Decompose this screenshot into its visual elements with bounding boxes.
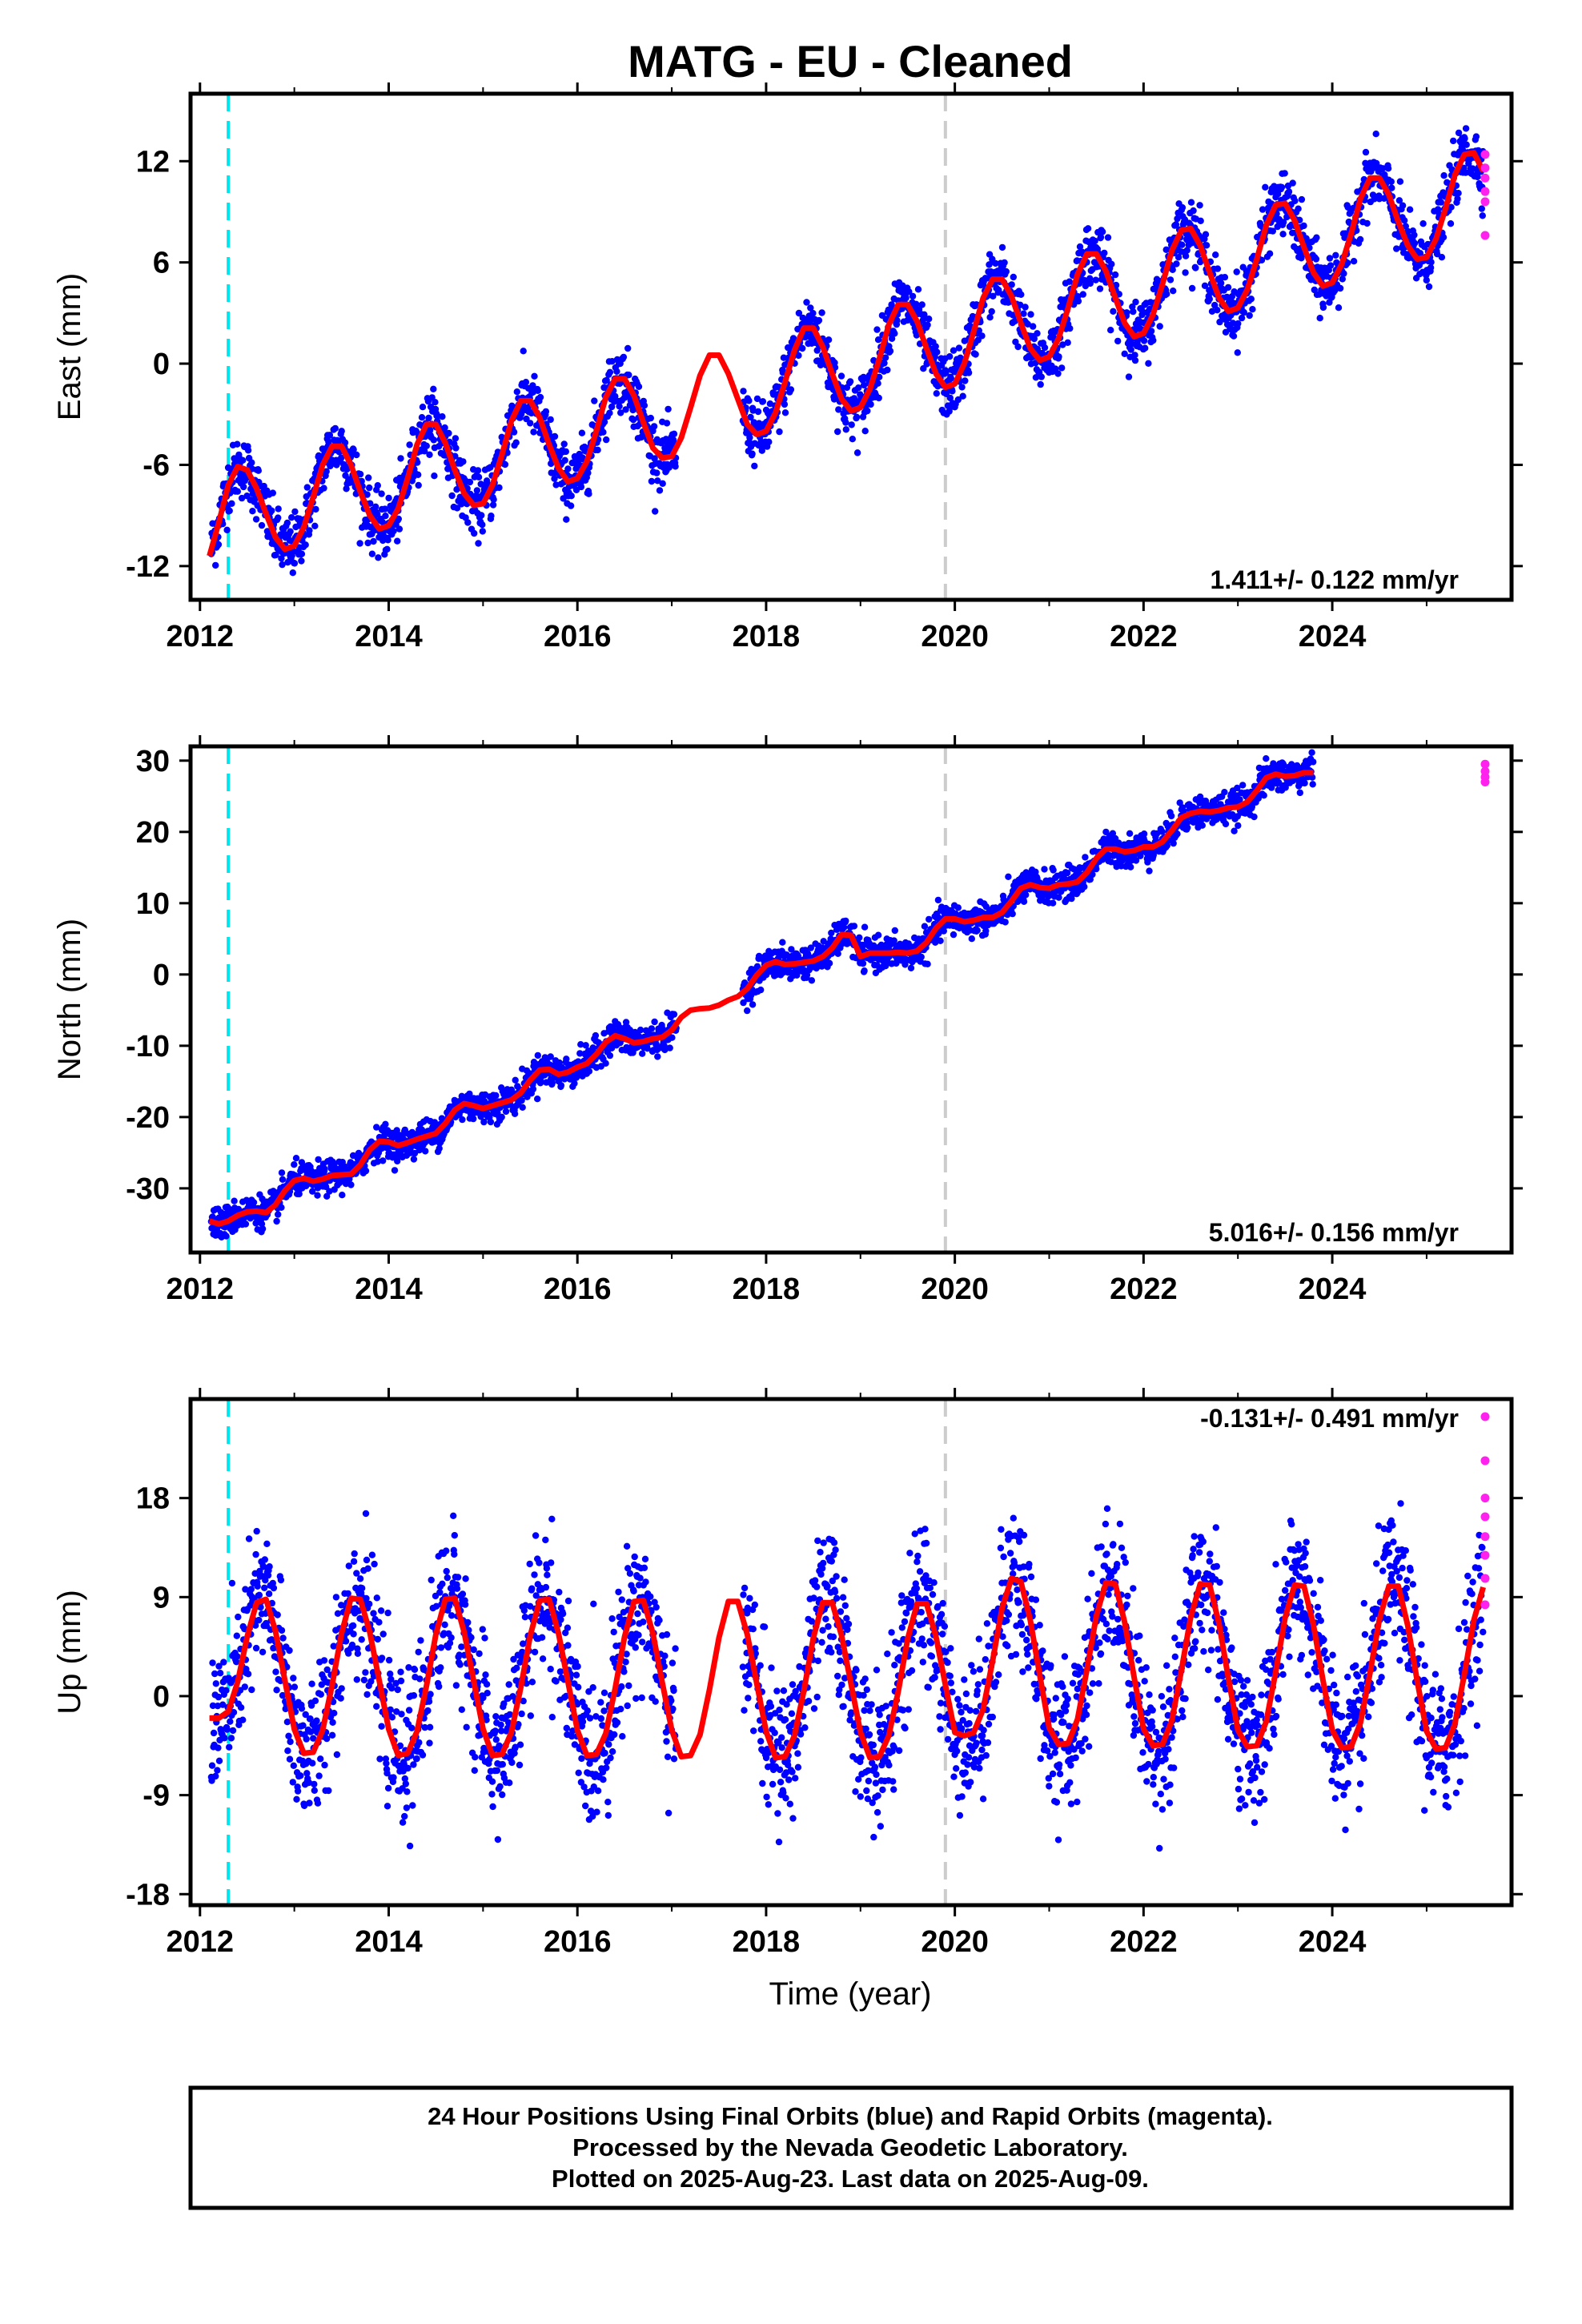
north-y-axis-label: North (mm): [52, 919, 87, 1080]
east-x-tick-label: 2016: [544, 620, 612, 653]
north-y-tick-label: 20: [136, 816, 170, 850]
north-x-tick-label: 2020: [921, 1273, 989, 1306]
north-x-tick-label: 2018: [733, 1273, 801, 1306]
up-rapid-orbit-point: [1480, 1550, 1490, 1560]
up-x-tick-label: 2016: [544, 1925, 612, 1959]
north-plot-frame: [188, 744, 1514, 1255]
east-x-tick-label: 2014: [355, 620, 423, 653]
east-y-tick-label: 6: [153, 247, 170, 280]
time-axis-label: Time (year): [769, 1976, 932, 2012]
north-rapid-orbit-point: [1480, 778, 1490, 787]
north-y-tick-label: 30: [136, 745, 170, 778]
up-y-tick-label: 9: [153, 1581, 170, 1614]
east-rapid-orbit-point: [1480, 150, 1490, 159]
north-y-tick-label: -20: [126, 1101, 170, 1135]
figure-title: MATG - EU - Cleaned: [628, 36, 1073, 86]
east-y-tick-label: -6: [143, 448, 170, 482]
up-panel: 2012 2014 2016 2018 2020 2022 2024 -18 -9 0 9 18 Up…: [52, 1388, 1523, 2012]
up-model-line: [209, 1575, 1486, 1761]
east-rapid-orbit-point: [1480, 231, 1490, 240]
up-x-tick-label: 2012: [167, 1925, 235, 1959]
east-x-tick-label: 2024: [1299, 620, 1367, 653]
up-rapid-orbit-point: [1480, 1494, 1490, 1503]
up-y-tick-label: 18: [136, 1482, 170, 1516]
north-x-tick-label: 2024: [1299, 1273, 1367, 1306]
up-rate-label: -0.131+/- 0.491 mm/yr: [1200, 1404, 1459, 1433]
up-y-axis-label: Up (mm): [52, 1590, 87, 1715]
east-y-tick-label: 12: [136, 145, 170, 179]
north-final-orbit-points: [207, 749, 1317, 1241]
east-plot-area: [207, 94, 1490, 600]
east-rate-label: 1.411+/- 0.122 mm/yr: [1211, 565, 1459, 594]
east-x-tick-label: 2020: [921, 620, 989, 653]
footer-box: 24 Hour Positions Using Final Orbits (bl…: [188, 2085, 1514, 2210]
up-x-tick-label: 2014: [355, 1925, 423, 1959]
north-rate-label: 5.016+/- 0.156 mm/yr: [1209, 1218, 1459, 1247]
up-y-tick-label: -9: [143, 1779, 170, 1813]
up-plot-area: [207, 1399, 1490, 1905]
east-plot-frame: [188, 91, 1514, 602]
east-rapid-orbit-point: [1480, 187, 1490, 196]
east-y-tick-label: 0: [153, 348, 170, 381]
east-model-line: [207, 150, 1486, 557]
footer-line-3: Plotted on 2025-Aug-23. Last data on 202…: [552, 2165, 1149, 2193]
north-y-tick-label: 10: [136, 887, 170, 921]
east-rapid-orbit-point: [1480, 197, 1490, 207]
east-x-tick-label: 2022: [1110, 620, 1178, 653]
footer-line-1: 24 Hour Positions Using Final Orbits (bl…: [428, 2102, 1273, 2130]
north-y-tick-label: -10: [126, 1030, 170, 1063]
east-y-tick-label: -12: [126, 550, 170, 584]
up-plot-frame: [188, 1397, 1514, 1908]
up-rapid-orbit-point: [1480, 1456, 1490, 1466]
up-rapid-orbit-point: [1480, 1512, 1490, 1522]
up-rapid-orbit-point: [1480, 1412, 1490, 1421]
footer-line-2: Processed by the Nevada Geodetic Laborat…: [572, 2133, 1128, 2161]
east-rapid-orbit-point: [1480, 163, 1490, 173]
north-x-tick-label: 2014: [355, 1273, 423, 1306]
north-rapid-orbit-point: [1480, 759, 1490, 769]
north-x-tick-label: 2022: [1110, 1273, 1178, 1306]
east-panel: 2012 2014 2016 2018 2020 2022 2024 -12 -6 0 6 12 Ea…: [52, 82, 1523, 653]
up-rapid-orbit-point: [1480, 1574, 1490, 1583]
east-rapid-orbit-point: [1480, 173, 1490, 183]
up-x-tick-label: 2024: [1299, 1925, 1367, 1959]
north-y-tick-label: 0: [153, 959, 170, 992]
north-x-tick-label: 2012: [167, 1273, 235, 1306]
east-y-axis-label: East (mm): [52, 273, 87, 420]
east-x-tick-label: 2012: [167, 620, 235, 653]
north-y-tick-label: -30: [126, 1172, 170, 1206]
north-panel: 2012 2014 2016 2018 2020 2022 2024 -30 -20 -10 0 10…: [52, 735, 1523, 1306]
up-rapid-orbit-point: [1480, 1600, 1490, 1610]
up-rapid-orbit-point: [1480, 1532, 1490, 1542]
up-y-tick-label: 0: [153, 1680, 170, 1714]
east-x-tick-label: 2018: [733, 620, 801, 653]
north-model-line: [208, 770, 1314, 1227]
up-y-tick-label: -18: [126, 1878, 170, 1912]
north-plot-area: [207, 746, 1490, 1252]
up-x-tick-label: 2020: [921, 1925, 989, 1959]
up-x-tick-label: 2022: [1110, 1925, 1178, 1959]
up-x-tick-label: 2018: [733, 1925, 801, 1959]
north-x-tick-label: 2016: [544, 1273, 612, 1306]
